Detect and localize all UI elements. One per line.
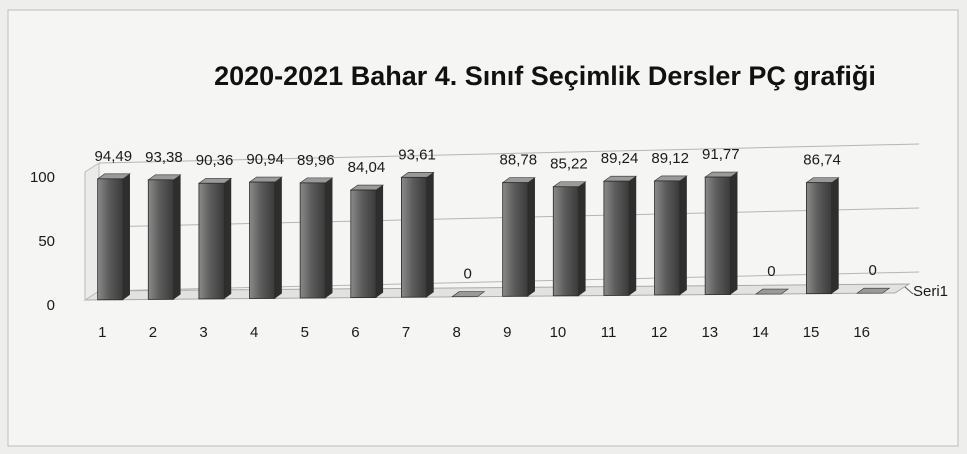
data-label: 84,04 [348,159,386,176]
x-tick-label: 14 [752,324,769,341]
bar [502,182,529,297]
bar-top [856,287,891,294]
x-tick-label: 1 [98,324,106,341]
data-label: 86,74 [803,152,841,169]
bar [249,181,276,299]
data-label: 93,61 [398,146,436,163]
side-wall [84,162,100,301]
x-tick-label: 2 [149,324,157,341]
bar [147,179,174,300]
bar-side [578,181,586,296]
bar [603,180,630,296]
data-label: 0 [869,262,877,279]
data-label: 90,36 [196,152,234,169]
legend-label: Seri1 [913,283,948,300]
x-tick-label: 10 [550,324,567,341]
bar-side [122,173,130,300]
bar-side [527,177,535,297]
grid-line [98,143,920,164]
data-label: 85,22 [550,156,588,173]
x-tick-label: 15 [803,324,820,341]
bar-side [325,177,333,299]
bar [299,182,326,299]
x-tick-label: 16 [853,324,870,341]
data-label: 89,24 [601,150,639,167]
x-tick-label: 11 [601,324,617,341]
bar [704,176,731,295]
data-label: 93,38 [145,149,183,166]
data-label: 0 [767,263,775,280]
y-tick-label: 0 [47,297,55,314]
bar-side [274,177,282,299]
bar-top [451,291,486,298]
bar [806,182,833,295]
data-label: 0 [464,266,472,283]
bar-top [754,288,790,295]
x-tick-label: 4 [250,324,258,341]
bar-side [679,175,687,295]
x-tick-label: 6 [351,324,359,341]
x-tick-label: 8 [453,324,461,341]
bar-side [730,172,738,295]
bar [401,176,428,298]
x-tick-label: 12 [651,324,668,341]
bar-side [831,177,839,294]
bar [97,178,124,301]
x-tick-label: 3 [199,324,207,341]
bar-side [426,172,434,298]
x-tick-label: 9 [503,324,511,341]
bar [350,189,377,298]
bar-side [173,174,181,300]
y-tick-label: 50 [38,233,55,250]
chart-title: 2020-2021 Bahar 4. Sınıf Seçimlik Dersle… [214,61,876,91]
x-tick-label: 13 [701,324,718,341]
data-label: 94,49 [95,148,133,165]
bar-side [224,178,232,299]
data-label: 91,77 [702,146,740,163]
data-label: 89,96 [297,152,335,169]
y-tick-label: 100 [30,169,55,186]
x-tick-label: 5 [301,324,309,341]
bar [552,186,579,297]
legend-leader [904,286,914,295]
bar-side [376,185,384,298]
data-label: 89,12 [651,150,689,167]
x-tick-label: 7 [402,324,410,341]
bar [198,182,225,300]
bar-side [629,176,637,296]
data-label: 88,78 [500,152,538,169]
bar [654,180,681,296]
data-label: 90,94 [246,151,284,168]
